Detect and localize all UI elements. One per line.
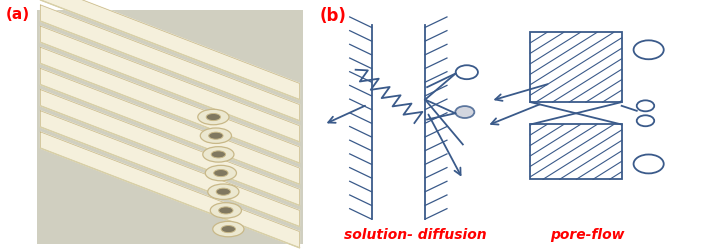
Ellipse shape — [208, 132, 223, 139]
Polygon shape — [40, 132, 299, 248]
Polygon shape — [40, 68, 299, 184]
Ellipse shape — [213, 170, 228, 177]
Polygon shape — [40, 90, 299, 205]
Ellipse shape — [211, 151, 225, 158]
Ellipse shape — [211, 203, 242, 218]
Ellipse shape — [206, 114, 220, 121]
Text: (b): (b) — [320, 7, 347, 25]
Circle shape — [455, 106, 474, 118]
Polygon shape — [40, 26, 299, 142]
Polygon shape — [40, 5, 299, 121]
Polygon shape — [40, 47, 299, 163]
Bar — [530, 32, 622, 102]
Ellipse shape — [216, 188, 230, 195]
Ellipse shape — [218, 207, 233, 214]
Ellipse shape — [206, 165, 237, 181]
Text: (a): (a) — [6, 7, 30, 22]
Text: solution- diffusion: solution- diffusion — [344, 228, 486, 242]
Ellipse shape — [203, 147, 234, 162]
Polygon shape — [40, 111, 299, 227]
Ellipse shape — [208, 184, 239, 199]
Ellipse shape — [200, 128, 231, 143]
Polygon shape — [40, 0, 299, 100]
Text: pore-flow: pore-flow — [550, 228, 625, 242]
Ellipse shape — [213, 221, 244, 237]
Bar — [530, 124, 622, 179]
Ellipse shape — [198, 109, 229, 125]
Bar — [38, 10, 303, 244]
Ellipse shape — [221, 226, 235, 233]
